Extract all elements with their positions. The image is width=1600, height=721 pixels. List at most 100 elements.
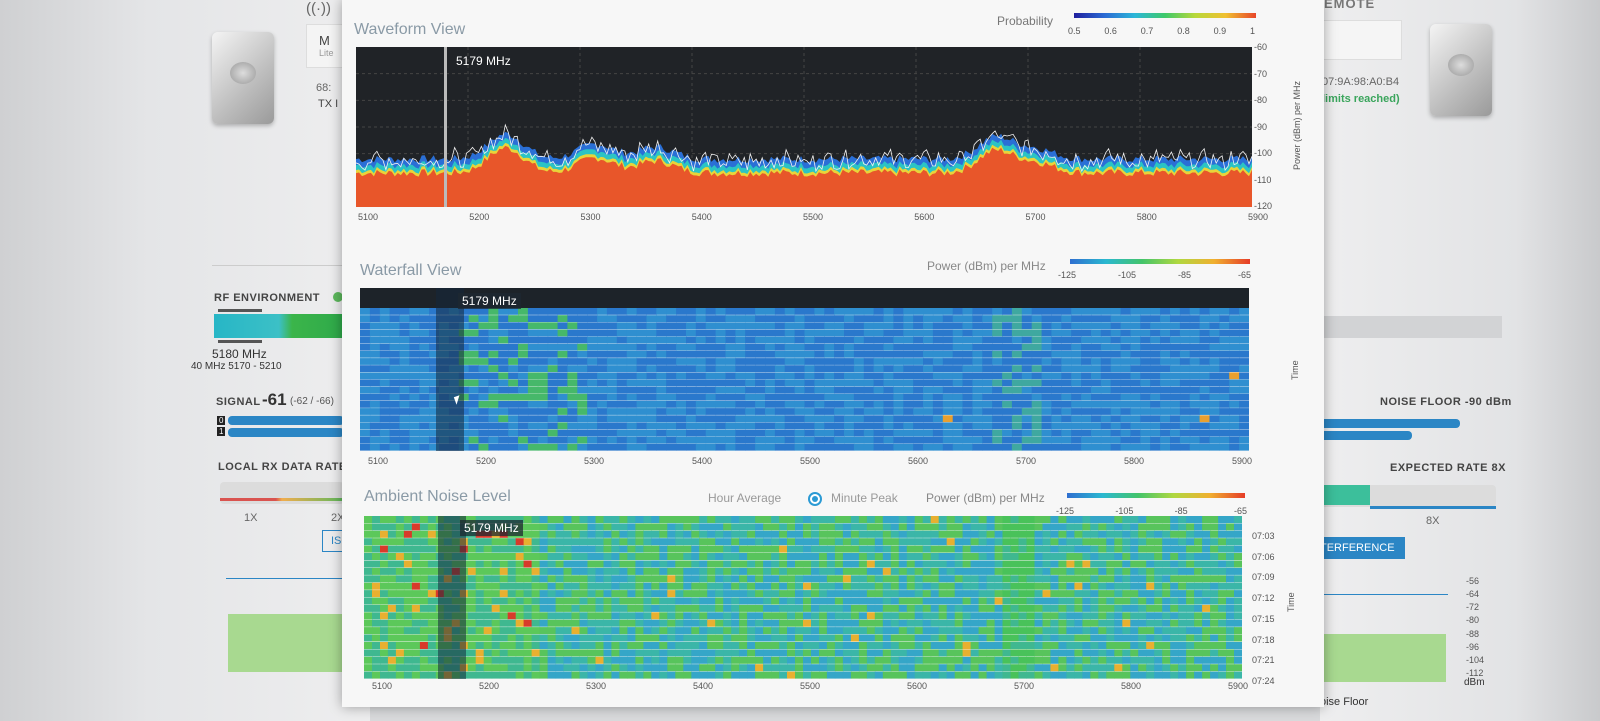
waterfall-cell [962,315,973,322]
ambient-cell [1170,642,1179,649]
waterfall-cell [1120,343,1131,351]
ambient-cell [866,560,876,568]
ambient-cell [866,553,876,560]
ambient-cell [483,634,493,642]
waterfall-cell [715,436,726,444]
waterfall-cell [646,436,657,444]
waterfall-cell [834,408,845,415]
waterfall-cell [656,429,667,437]
help-icon[interactable] [333,292,343,302]
ambient-cell [587,582,596,590]
waterfall-cell [1179,386,1191,394]
ambient-cell [475,567,485,575]
ambient-cell [571,656,580,664]
waterfall-cell [1209,372,1220,380]
waterfall-cell [755,365,766,372]
ambient-cell [834,642,844,649]
ambient-cell [978,642,988,649]
waterfall-cell [863,350,875,358]
waterfall-cell [982,393,993,401]
waterfall-cell [883,408,894,415]
ambient-cell [858,538,868,546]
waterfall-cell [1239,336,1249,344]
waterfall-cell [1179,422,1191,430]
ambient-cell [1026,597,1035,605]
ambient-cell [1154,567,1163,575]
ambient-cell [1226,575,1235,583]
hour-average-option[interactable]: Hour Average [708,491,782,505]
waterfall-cell [705,308,717,315]
waveform-chart[interactable]: 5179 MHz [356,47,1252,207]
remote-card[interactable] [1320,20,1402,60]
ambient-cell [1106,627,1115,635]
waterfall-cell [932,443,944,451]
minute-peak-option[interactable]: Minute Peak [831,491,898,505]
waterfall-cell [992,408,1003,415]
ambient-cell [1202,575,1211,583]
ambient-cell [842,567,852,575]
ambient-cell [898,523,908,531]
waterfall-chart[interactable]: 5179 MHz [360,288,1249,451]
waterfall-cell [567,322,578,330]
ambient-cell [898,671,908,679]
waterfall-cell [537,308,549,315]
waterfall-cell [488,379,499,387]
waterfall-cell [1011,386,1023,394]
ambient-cell [643,530,652,538]
waterfall-cell [1031,322,1043,330]
waterfall-cell [686,350,697,358]
waterfall-cell [666,386,677,394]
waterfall-cell [518,415,529,423]
waterfall-cell [1061,386,1072,394]
ambient-cell [683,516,692,523]
device-card[interactable]: M Lite [306,24,348,68]
waterfall-cell [676,315,687,322]
ambient-cell [635,590,644,598]
waveform-y-tick: -60 [1254,42,1268,52]
ambient-cell [811,612,820,620]
ambient-cell [1034,523,1043,531]
waterfall-cell [932,422,944,430]
waterfall-cell [567,315,578,322]
ambient-cell [1202,516,1211,523]
waterfall-cell [1219,322,1230,330]
waterfall-cell [527,322,539,330]
waterfall-cell [587,315,598,322]
waterfall-cursor-band[interactable] [436,288,464,451]
ambient-cell [507,619,517,627]
waterfall-cell [1110,336,1122,344]
minute-peak-radio[interactable] [808,492,822,506]
waterfall-cell [1150,401,1161,408]
waterfall-cell [745,358,756,365]
waterfall-cell [1100,350,1112,358]
ambient-cell [1106,664,1115,672]
ambient-cell [387,604,397,612]
waterfall-cell [853,308,865,315]
ambient-cell [946,538,956,546]
ambient-cell [1202,538,1211,546]
interference-button[interactable]: TERFERENCE [1310,537,1405,559]
waterfall-cell [834,343,845,351]
ambient-cell [795,523,804,531]
ambient-cursor-band[interactable] [438,516,466,679]
waveform-cursor-line[interactable] [444,47,447,207]
waterfall-cell [834,422,845,430]
waterfall-cell [765,372,776,380]
ambient-cell [427,516,437,523]
waterfall-cell [508,336,519,344]
ambient-cell [595,627,604,635]
ambient-cell [699,523,708,531]
waterfall-cell [765,393,776,401]
waterfall-cell [419,322,430,330]
waterfall-cell [745,336,756,344]
ambient-cell [364,530,373,538]
ambient-cell [906,575,916,583]
waterfall-cell [992,365,1003,372]
waterfall-cell [577,365,588,372]
chart-baseline [226,578,346,579]
ambient-cell [930,523,940,531]
ambient-chart[interactable]: 5179 MHz [364,516,1242,679]
probability-legend-bar [1074,13,1256,18]
ambient-cell [1154,634,1163,642]
ambient-cell [1058,597,1067,605]
